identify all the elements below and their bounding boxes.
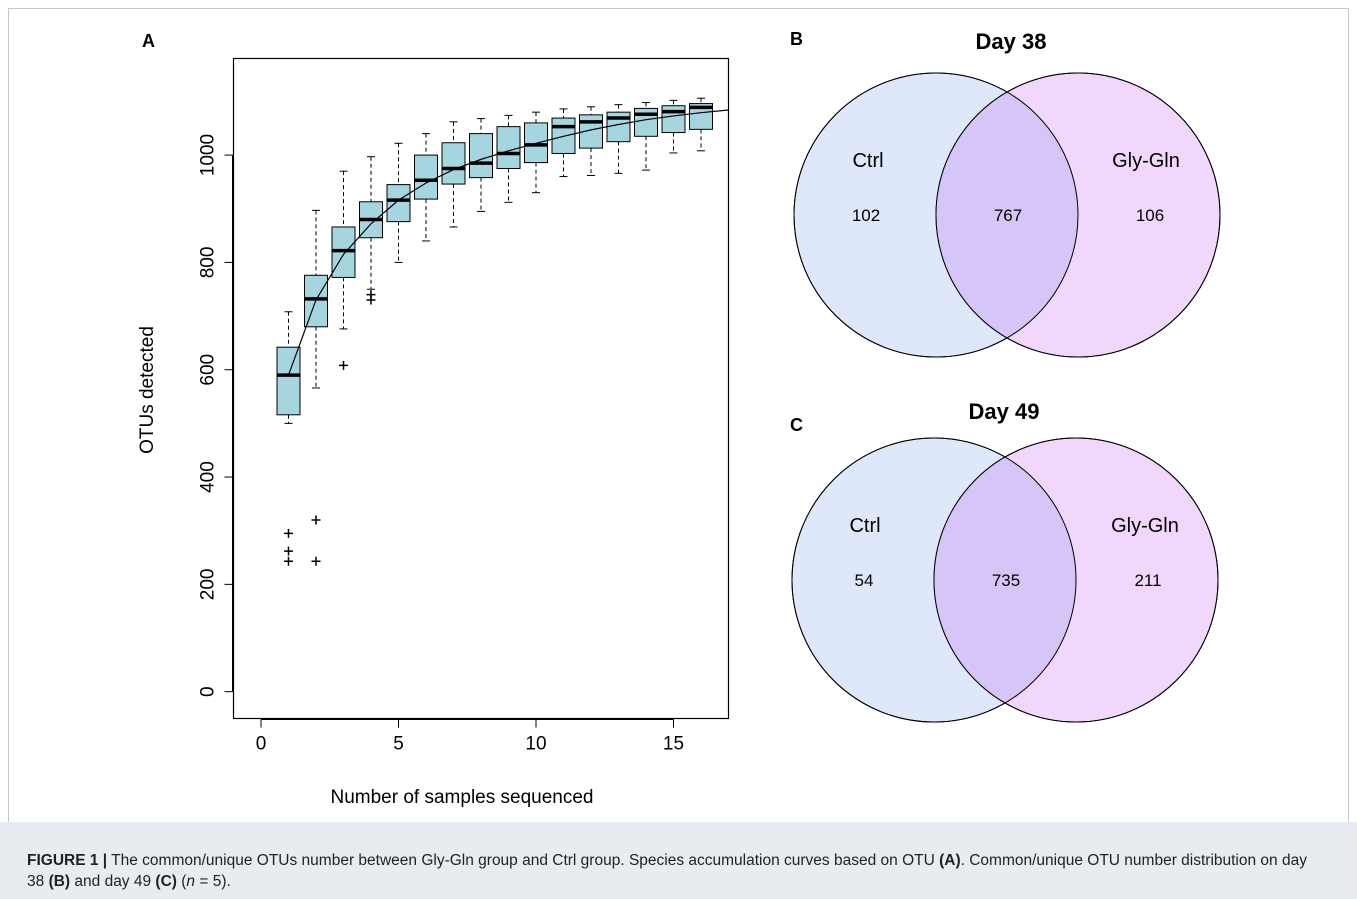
boxplot	[661, 99, 686, 154]
box-iqr	[276, 346, 301, 416]
venn-c-ctrl-label: Ctrl	[849, 515, 880, 537]
boxplot	[606, 104, 631, 174]
box-iqr	[386, 184, 411, 223]
x-axis-label: Number of samples sequenced	[331, 787, 594, 808]
panel-c-label: C	[790, 415, 803, 435]
boxplot	[441, 121, 466, 228]
outlier-point	[284, 546, 293, 556]
box-iqr	[661, 105, 686, 134]
caption-text-1: The common/unique OTUs number between Gl…	[107, 852, 940, 869]
boxplot	[304, 209, 328, 566]
venn-c-ctrl-count: 54	[855, 571, 874, 590]
y-tick-label: 400	[198, 461, 219, 493]
figure-caption: FIGURE 1 | The common/unique OTUs number…	[27, 850, 1327, 892]
x-tick-label: 5	[393, 734, 404, 755]
venn-c-overlap-count: 735	[992, 571, 1020, 590]
y-tick-label: 800	[198, 247, 219, 279]
outlier-point	[284, 556, 293, 566]
y-axis-label: OTUs detected	[137, 326, 158, 454]
x-tick-label: 10	[525, 734, 546, 755]
venn-c-overlap	[934, 438, 1076, 722]
boxplot	[414, 133, 438, 242]
box-iqr	[689, 103, 713, 130]
boxplot	[359, 156, 383, 305]
box-iqr	[469, 133, 493, 179]
y-tick-label: 200	[198, 569, 219, 601]
boxplot	[331, 170, 356, 370]
caption-text-2: . Common/unique OTU number distribution …	[27, 852, 1307, 890]
venn-c-title: Day 49	[969, 399, 1040, 424]
venn-c-ctrl-outline	[791, 437, 1077, 723]
boxplot	[579, 106, 603, 176]
venn-c-glygln-label: Gly-Gln	[1111, 515, 1179, 537]
outlier-point	[311, 556, 321, 566]
caption-ref-a: (A)	[939, 852, 961, 869]
boxplot	[689, 97, 713, 152]
boxplot	[551, 108, 576, 178]
panel-b: B Day 38 Ctrl 102 767 Gly-Gln 106	[790, 29, 1221, 358]
venn-b-glygln-label: Gly-Gln	[1112, 150, 1180, 172]
venn-c-glygln-count: 211	[1134, 571, 1161, 590]
venn-b-title: Day 38	[976, 29, 1047, 54]
caption-background	[0, 822, 1357, 899]
panel-c: C Day 49 Ctrl 54 735 Gly-Gln 211	[790, 399, 1219, 723]
caption-n-var: n	[186, 873, 196, 890]
boxplot	[524, 111, 548, 194]
boxplot	[634, 102, 658, 171]
caption-ref-c: (C)	[155, 873, 177, 890]
box-iqr	[414, 154, 438, 200]
panel-a: A 0 5 10 15 0 200 400 600 800 1000 Number of sam…	[137, 31, 730, 808]
panel-a-label: A	[142, 31, 155, 51]
venn-c-glygln-outline	[933, 437, 1219, 723]
y-tick-label: 0	[198, 686, 219, 697]
venn-b-ctrl-label: Ctrl	[852, 150, 883, 172]
x-tick-label: 15	[663, 734, 684, 755]
x-tick-label: 0	[256, 734, 267, 755]
caption-text-5: = 5).	[195, 873, 231, 890]
venn-b-overlap	[936, 73, 1078, 357]
venn-b-glygln-outline	[935, 72, 1221, 358]
panel-b-label: B	[790, 29, 803, 49]
venn-b-overlap-count: 767	[994, 206, 1022, 225]
outlier-point	[284, 528, 293, 538]
caption-text-3: and day 49	[70, 873, 156, 890]
box-iqr	[441, 142, 466, 185]
boxplot	[469, 118, 493, 212]
boxplot	[496, 114, 521, 203]
outlier-point	[366, 295, 376, 305]
caption-lead: FIGURE 1 |	[27, 852, 108, 869]
caption-ref-b: (B)	[48, 873, 71, 890]
outlier-point	[339, 360, 348, 370]
boxplot	[386, 142, 411, 263]
accumulation-curve	[287, 109, 729, 376]
caption-text-4: (	[176, 873, 187, 890]
boxplots	[276, 97, 713, 566]
plot-area	[232, 57, 730, 720]
y-tick-label: 600	[198, 354, 219, 386]
venn-b-glygln-count: 106	[1136, 206, 1164, 225]
boxplot	[276, 311, 301, 566]
venn-b-ctrl-count: 102	[852, 206, 880, 225]
box-iqr	[496, 126, 521, 169]
venn-b-ctrl-outline	[793, 72, 1079, 358]
x-ticks: 0 5 10 15	[256, 719, 684, 755]
outlier-point	[311, 515, 321, 525]
y-ticks: 0 200 400 600 800 1000	[198, 134, 233, 697]
y-tick-label: 1000	[198, 134, 219, 176]
